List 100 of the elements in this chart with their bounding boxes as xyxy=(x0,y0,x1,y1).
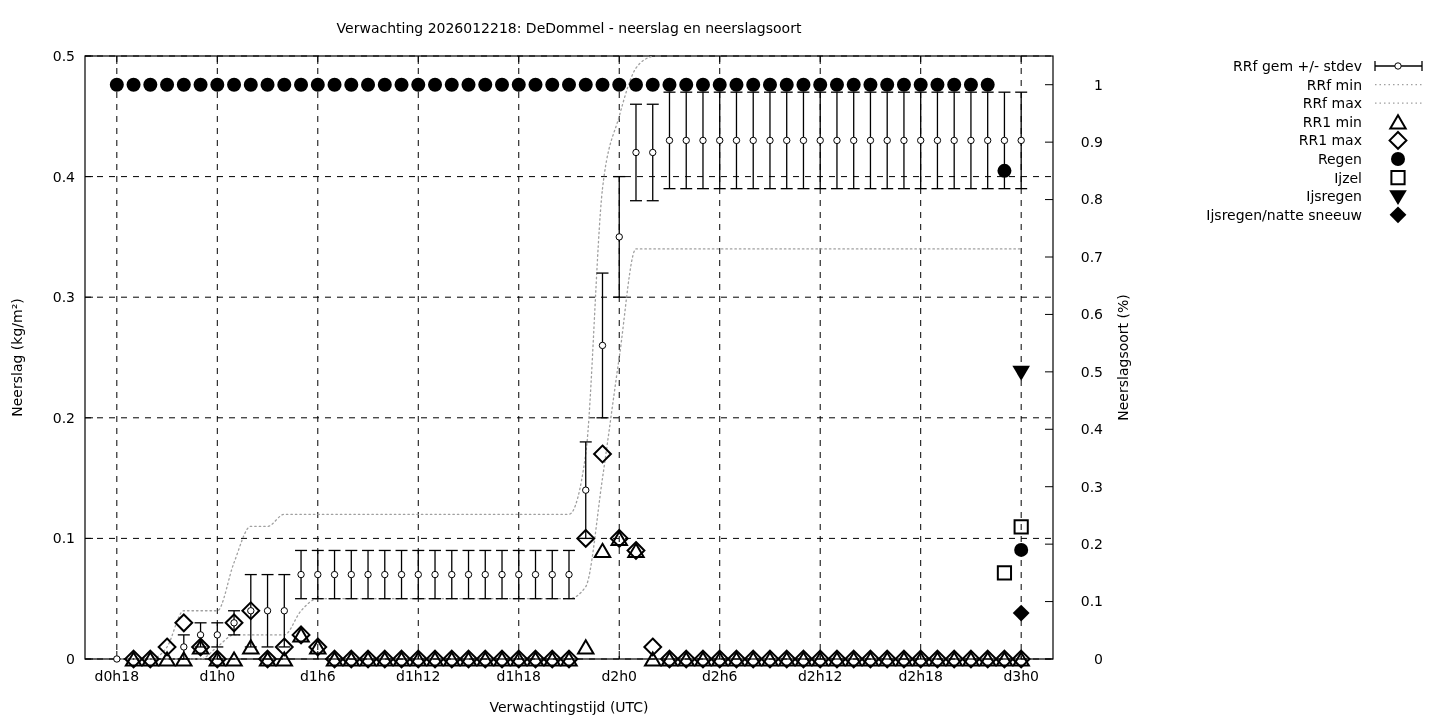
legend-label: Ijsregen xyxy=(1306,188,1362,205)
x-tick-label: d2h6 xyxy=(701,668,738,684)
point xyxy=(699,136,707,145)
point xyxy=(816,136,824,145)
point xyxy=(243,77,258,92)
point xyxy=(157,637,177,657)
point xyxy=(109,77,124,92)
point xyxy=(947,77,962,92)
point xyxy=(381,570,389,579)
point xyxy=(260,77,275,92)
point xyxy=(225,651,243,667)
point xyxy=(598,341,607,350)
point xyxy=(762,77,777,92)
point xyxy=(241,601,261,621)
point xyxy=(900,136,908,145)
point xyxy=(294,77,309,92)
point xyxy=(682,136,690,145)
point xyxy=(448,570,456,579)
point xyxy=(933,136,942,145)
point xyxy=(783,136,791,145)
legend-label: Regen xyxy=(1317,150,1362,167)
point xyxy=(593,542,612,559)
y2-tick-label: 0.8 xyxy=(1080,191,1103,208)
point xyxy=(478,77,493,92)
y2-tick-label: 1 xyxy=(1094,76,1103,93)
point xyxy=(548,570,556,579)
y2-axis-title: Neerslagsoort (%) xyxy=(1115,294,1131,421)
legend-label: RR1 min xyxy=(1302,113,1362,130)
point xyxy=(545,77,560,92)
point xyxy=(615,233,623,241)
point xyxy=(397,570,406,579)
point xyxy=(796,77,811,92)
point xyxy=(143,77,158,92)
y2-tick-label: 0 xyxy=(1094,650,1103,667)
point xyxy=(213,631,221,639)
point xyxy=(297,570,305,579)
y-tick-label: 0.3 xyxy=(52,289,75,306)
point xyxy=(126,77,141,92)
point xyxy=(113,655,121,663)
point xyxy=(729,77,744,92)
y2-tick-label: 0.2 xyxy=(1080,536,1103,553)
point xyxy=(930,77,945,92)
point xyxy=(327,77,342,92)
point xyxy=(280,607,288,615)
point xyxy=(242,639,260,655)
point xyxy=(531,570,540,579)
point xyxy=(263,607,272,615)
point xyxy=(515,570,523,579)
point xyxy=(364,570,372,579)
point xyxy=(665,136,674,145)
legend-label: Ijzel xyxy=(1334,169,1362,186)
point xyxy=(330,570,339,579)
point xyxy=(444,77,459,92)
point xyxy=(174,613,194,633)
point xyxy=(511,77,526,92)
point xyxy=(481,570,489,579)
y-tick-label: 0.4 xyxy=(52,168,76,185)
point xyxy=(649,148,657,157)
legend-label: Ijsregen/natte sneeuw xyxy=(1206,206,1362,223)
point xyxy=(275,651,293,667)
point xyxy=(593,444,612,464)
point xyxy=(394,77,409,92)
point xyxy=(562,77,576,92)
point xyxy=(612,77,627,92)
point xyxy=(578,77,593,92)
y2-tick-label: 0.3 xyxy=(1080,478,1103,495)
point xyxy=(712,77,727,92)
point xyxy=(498,570,506,579)
point xyxy=(411,77,426,92)
x-tick-label: d1h18 xyxy=(496,668,541,684)
point xyxy=(582,486,590,494)
point xyxy=(967,136,975,145)
point xyxy=(158,651,176,667)
y-tick-label: 0.1 xyxy=(52,530,75,547)
point xyxy=(274,637,294,657)
point xyxy=(863,77,878,92)
x-tick-label: d2h0 xyxy=(601,668,638,684)
point xyxy=(347,570,355,579)
x-tick-label: d1h0 xyxy=(199,668,236,684)
y2-tick-label: 0.4 xyxy=(1080,421,1104,438)
point xyxy=(695,77,710,92)
point xyxy=(997,163,1012,178)
point xyxy=(632,148,640,157)
point xyxy=(716,136,724,145)
point xyxy=(528,77,543,92)
x-axis-title: Verwachtingstijd (UTC) xyxy=(489,699,649,715)
y-tick-label: 0 xyxy=(66,650,75,667)
point xyxy=(866,136,875,145)
point xyxy=(766,136,774,145)
point xyxy=(643,637,663,657)
point xyxy=(431,570,439,579)
point xyxy=(1000,136,1009,145)
point xyxy=(1017,136,1025,145)
point xyxy=(314,570,322,579)
point xyxy=(175,651,193,667)
point xyxy=(595,77,610,92)
chart-title: Verwachting 2026012218: DeDommel - neerslag en neerslagsoort xyxy=(336,20,802,36)
y-tick-label: 0.5 xyxy=(52,47,75,64)
point xyxy=(833,136,841,145)
point xyxy=(1014,542,1029,557)
